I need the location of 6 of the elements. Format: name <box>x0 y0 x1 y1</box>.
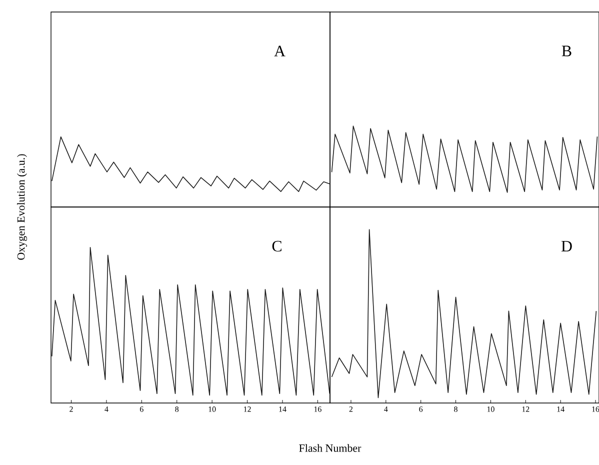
y-axis-title: Oxygen Evolution (a.u.) <box>17 154 27 260</box>
chart-title: C <box>272 240 282 252</box>
chart-title: A <box>274 46 286 56</box>
text: D <box>561 240 572 252</box>
x-axis-title: Flash Number <box>299 444 362 452</box>
chart-title: B <box>562 46 572 56</box>
